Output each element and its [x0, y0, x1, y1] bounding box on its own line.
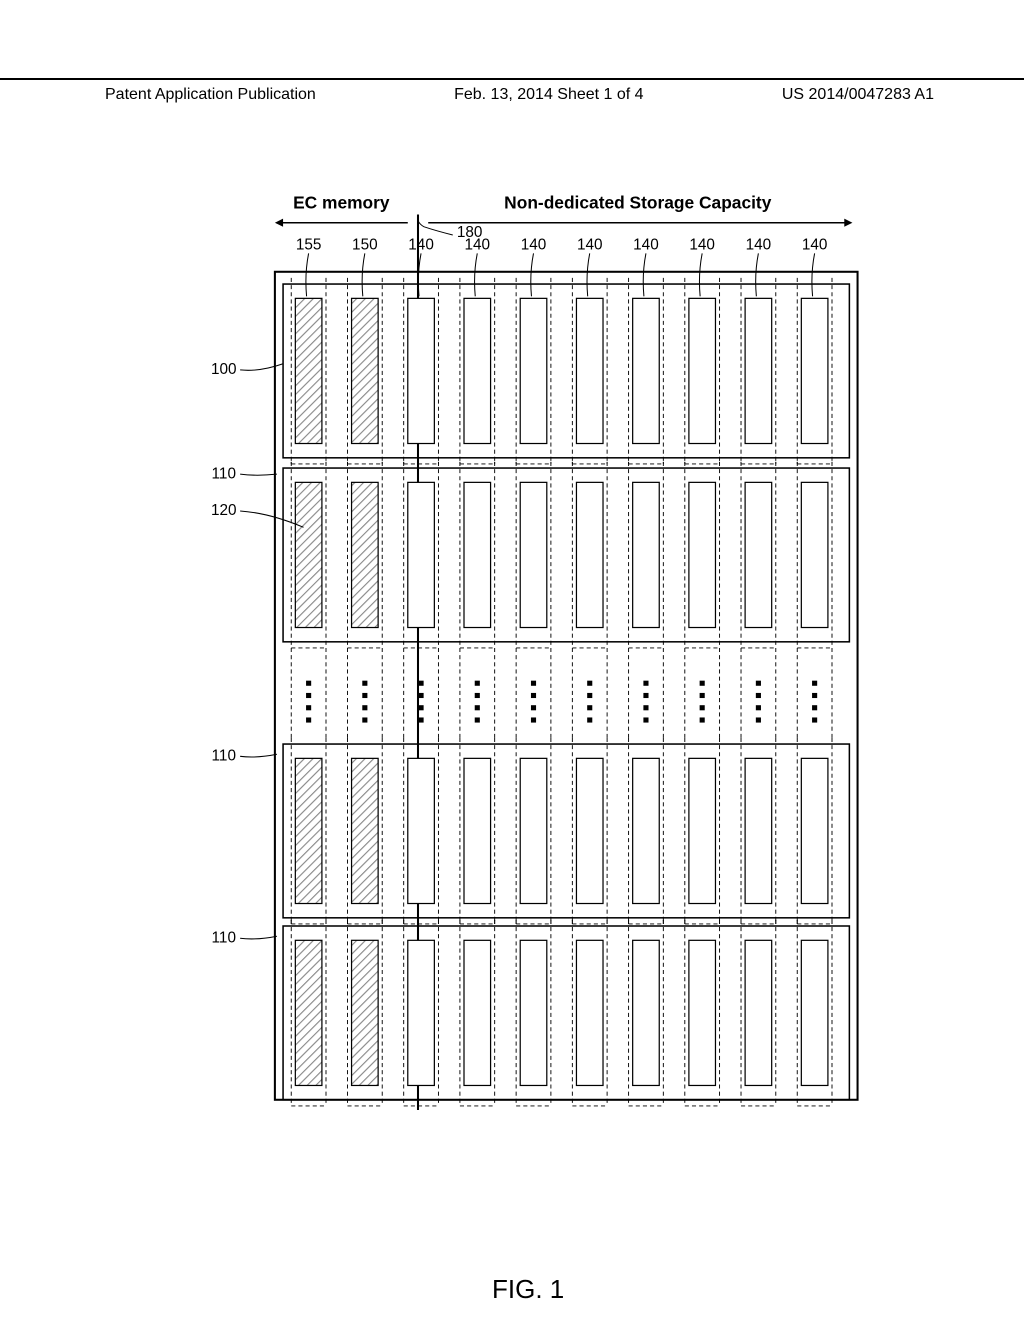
svg-text:140: 140: [408, 236, 434, 253]
svg-text:110: 110: [212, 747, 236, 764]
svg-text:140: 140: [802, 236, 828, 253]
svg-text:EC memory: EC memory: [293, 192, 390, 212]
svg-text:140: 140: [633, 236, 659, 253]
svg-text:140: 140: [521, 236, 547, 253]
svg-text:110: 110: [212, 465, 236, 482]
svg-text:140: 140: [689, 236, 715, 253]
figure-svg: EC memory Non-dedicated Storage Capacity 1…: [100, 190, 920, 1110]
svg-text:110: 110: [212, 929, 236, 946]
header-center: Feb. 13, 2014 Sheet 1 of 4: [454, 86, 643, 104]
svg-text:120: 120: [211, 502, 237, 519]
svg-text:100: 100: [211, 361, 237, 378]
svg-text:150: 150: [352, 236, 378, 253]
svg-text:Non-dedicated Storage Capacity: Non-dedicated Storage Capacity: [504, 192, 772, 212]
page-header: Patent Application Publication Feb. 13, …: [0, 78, 1024, 104]
figure-caption: FIG. 1: [492, 1274, 564, 1305]
svg-text:140: 140: [746, 236, 772, 253]
svg-text:180: 180: [457, 224, 483, 241]
header-right: US 2014/0047283 A1: [782, 86, 934, 104]
header-left: Patent Application Publication: [105, 86, 316, 104]
svg-text:155: 155: [296, 236, 322, 253]
figure-area: EC memory Non-dedicated Storage Capacity 1…: [0, 190, 1024, 1110]
svg-text:140: 140: [577, 236, 603, 253]
